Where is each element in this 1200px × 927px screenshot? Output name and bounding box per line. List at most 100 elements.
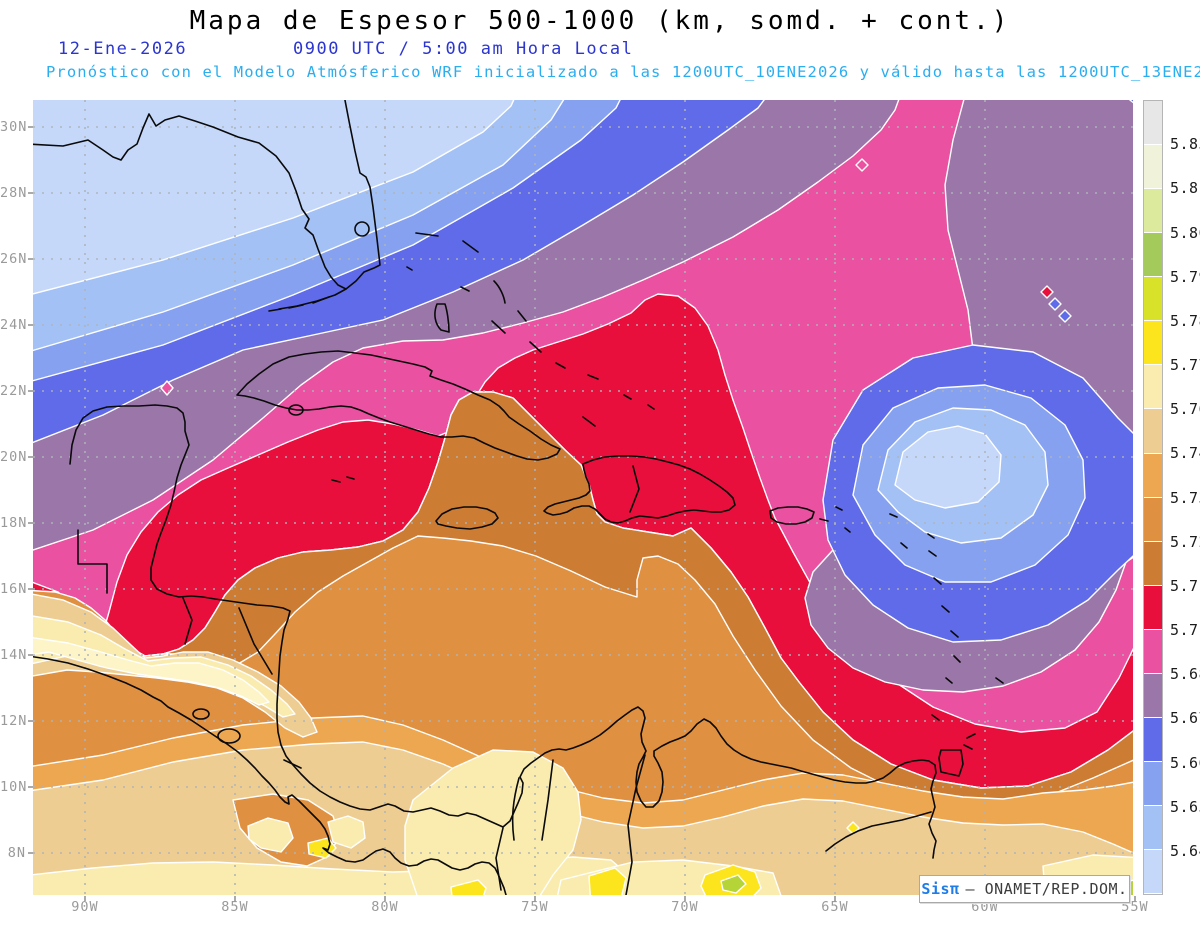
thickness-contour-map (33, 100, 1133, 895)
coastlines (33, 100, 1004, 895)
colorbar-label-5.831: 5.831 (1170, 135, 1200, 154)
colorbar-cell-light_orange (1144, 453, 1162, 498)
lon-label-75W: 75W (521, 899, 549, 915)
gulf-coast-florida (33, 113, 347, 310)
valid-date: 12-Ene-2026 (58, 39, 188, 59)
lat-tick (28, 192, 33, 194)
colorbar-label-5.652: 5.652 (1170, 797, 1200, 816)
lat-tick (28, 390, 33, 392)
lon-label-70W: 70W (671, 899, 699, 915)
venezuela-colombia-border (625, 754, 646, 895)
colorbar-label-5.724: 5.724 (1170, 532, 1200, 551)
florida-east-coast (344, 100, 381, 290)
lon-label-55W: 55W (1121, 899, 1149, 915)
colorbar-cell-blue (1144, 761, 1162, 806)
contour-bands (33, 100, 1133, 895)
lat-label-24N: 24N (0, 317, 28, 333)
lon-label-60W: 60W (971, 899, 999, 915)
lon-tick (834, 896, 836, 901)
lon-label-65W: 65W (821, 899, 849, 915)
lat-label-22N: 22N (0, 383, 28, 399)
lat-label-30N: 30N (0, 119, 28, 135)
lat-tick (28, 126, 33, 128)
lon-tick (234, 896, 236, 901)
colorbar-cell-leaf_green (1144, 233, 1162, 278)
colorbar-label-5.772: 5.772 (1170, 356, 1200, 374)
colorbar-cell-mid_orange (1144, 497, 1162, 542)
colorbar-label-5.795: 5.795 (1170, 267, 1200, 286)
colorbar-label-5.819: 5.819 (1170, 179, 1200, 198)
forecast-note: Pronóstico con el Modelo Atmósferico WRF… (46, 63, 1200, 81)
colorbar-cell-top_gray (1144, 101, 1162, 146)
hispaniola (543, 455, 736, 524)
colorbar-label-5.688: 5.688 (1170, 665, 1200, 684)
bahamas (406, 232, 655, 427)
colorbar-cell-red (1144, 585, 1162, 630)
colorbar-cell-light_blue (1144, 806, 1162, 851)
lat-tick (28, 720, 33, 722)
colorbar-cell-pink (1144, 629, 1162, 674)
lat-tick (28, 522, 33, 524)
lon-tick (534, 896, 536, 901)
lat-tick (28, 786, 33, 788)
haiti-dr-border (629, 465, 640, 513)
lat-tick (28, 852, 33, 854)
lon-tick (1134, 896, 1136, 901)
lon-label-85W: 85W (221, 899, 249, 915)
lon-tick (684, 896, 686, 901)
colorbar-label-5.64: 5.64 (1170, 841, 1200, 860)
sispi-brand: Sisπ (921, 880, 960, 898)
colorbar-cell-tan (1144, 409, 1162, 454)
colorbar-label-5.664: 5.664 (1170, 753, 1200, 772)
colorbar-label-5.736: 5.736 (1170, 488, 1200, 507)
jamaica (435, 506, 499, 530)
colorbar-label-5.748: 5.748 (1170, 444, 1200, 463)
lat-label-26N: 26N (0, 251, 28, 267)
attribution-text: – ONAMET/REP.DOM. (965, 880, 1128, 898)
colorbar-cell-cream (1144, 365, 1162, 410)
colorbar-label-5.783: 5.783 (1170, 311, 1200, 330)
colorbar-label-5.76: 5.76 (1170, 400, 1200, 419)
graticule-grid (33, 100, 1133, 895)
lat-tick (28, 456, 33, 458)
lat-tick (28, 654, 33, 656)
colorbar-label-5.807: 5.807 (1170, 223, 1200, 242)
colorbar-cell-chartreuse (1144, 277, 1162, 322)
page-title: Mapa de Espesor 500-1000 (km, somd. + co… (189, 6, 1011, 36)
lat-label-28N: 28N (0, 185, 28, 201)
lon-label-80W: 80W (371, 899, 399, 915)
lat-label-14N: 14N (0, 647, 28, 663)
pacific-coast-central-america (33, 655, 507, 895)
colorbar-label-5.676: 5.676 (1170, 709, 1200, 728)
colorbar-cell-yellow (1144, 321, 1162, 366)
colorbar-cell-dark_orange (1144, 541, 1162, 586)
lat-label-10N: 10N (0, 779, 28, 795)
lake-okeechobee (354, 221, 370, 237)
lat-label-12N: 12N (0, 713, 28, 729)
florida-keys (268, 296, 330, 312)
lon-label-90W: 90W (71, 899, 99, 915)
lat-label-20N: 20N (0, 449, 28, 465)
central-america-borders (77, 529, 302, 769)
colorbar-label-5.712: 5.712 (1170, 576, 1200, 595)
lat-tick (28, 588, 33, 590)
lon-tick (384, 896, 386, 901)
colorbar-cell-dark_blue (1144, 717, 1162, 762)
lat-label-8N: 8N (7, 845, 26, 861)
attribution-badge: Sisπ – ONAMET/REP.DOM. (919, 875, 1130, 903)
lesser-antilles (835, 506, 1004, 777)
lat-tick (28, 258, 33, 260)
colombia-borders (495, 759, 554, 891)
valid-time: 0900 UTC / 5:00 am Hora Local (293, 39, 634, 59)
yucatan-central-america-south-america (69, 404, 937, 859)
colorbar-cell-yellow_green (1144, 189, 1162, 234)
colorbar-label-5.7: 5.7 (1170, 621, 1199, 639)
isla-juventud (288, 404, 304, 416)
cuba (236, 350, 561, 461)
colorbar-cell-pale_blue (1144, 850, 1162, 895)
lat-label-18N: 18N (0, 515, 28, 531)
lon-tick (84, 896, 86, 901)
puerto-rico (769, 506, 829, 525)
cayman-islands (331, 476, 355, 483)
